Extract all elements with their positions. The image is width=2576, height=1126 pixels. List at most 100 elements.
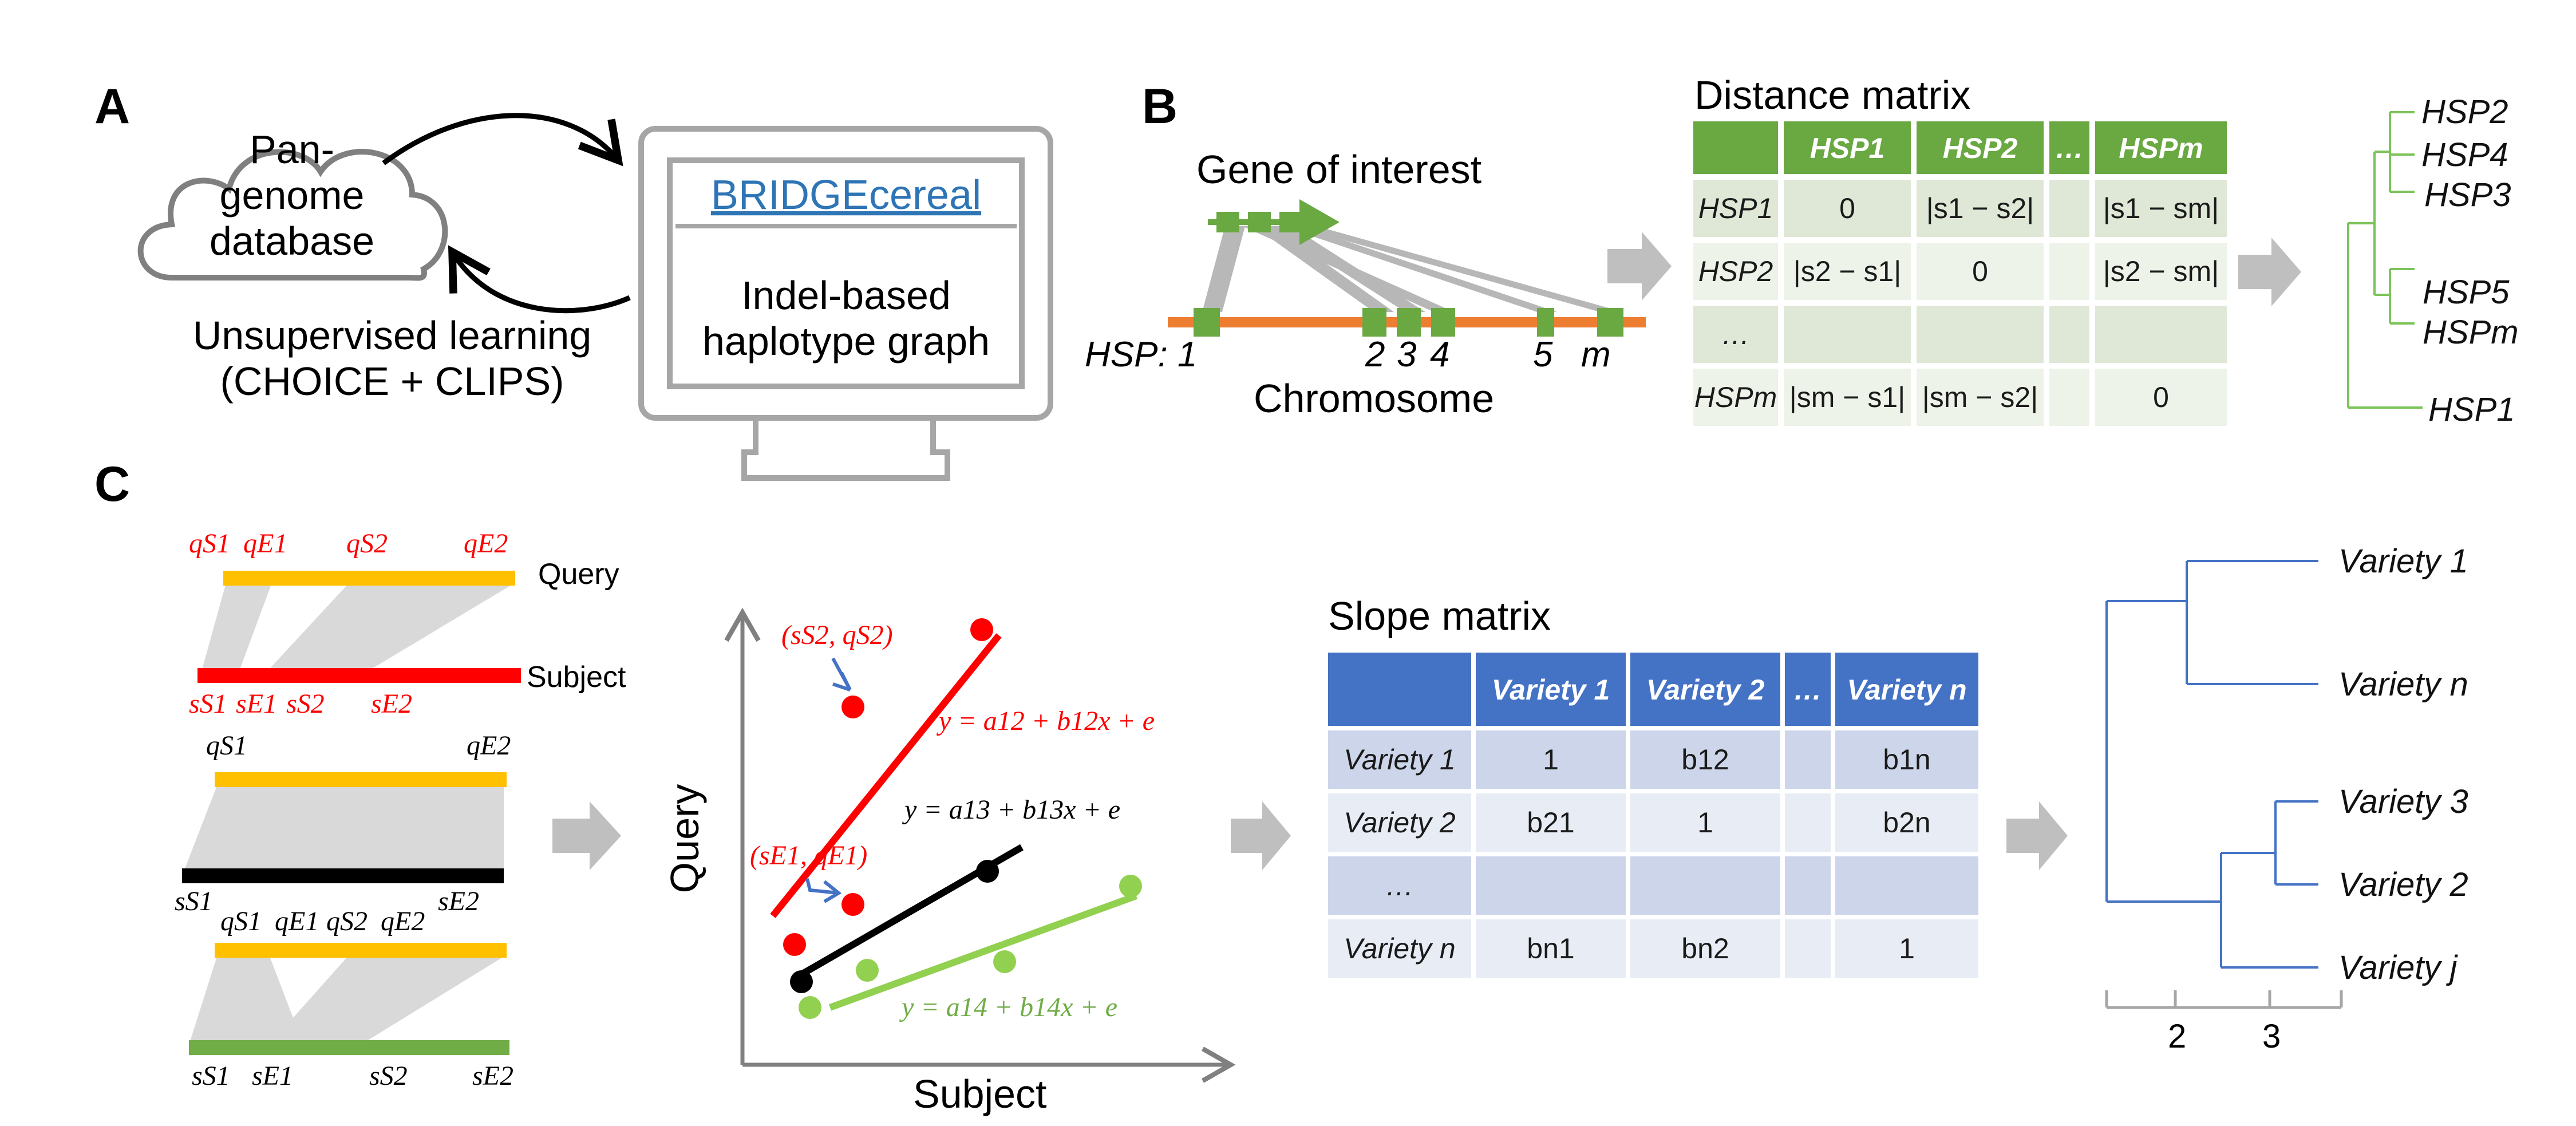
hsp-prefix-label: HSP: 1 (1085, 335, 1197, 374)
distance-matrix-cell (1784, 369, 1911, 426)
learning-text-line-2: (CHOICE + CLIPS) (220, 359, 564, 404)
hsp-box (1362, 308, 1386, 337)
al3-se2: sE2 (472, 1061, 513, 1091)
distance-matrix-cell (1917, 306, 2044, 363)
regression-line-red (770, 633, 1002, 918)
y-axis-label: Query (662, 784, 707, 894)
distance-matrix-cell (2049, 306, 2089, 363)
slope-matrix-cell (1785, 919, 1831, 978)
slope-matrix-cell-text: Variety n (1344, 933, 1455, 965)
monitor-icon (638, 126, 1053, 481)
hsp-box (1537, 308, 1554, 337)
data-point-green (856, 959, 879, 982)
hsp-tree-leaf: HSP2 (2421, 93, 2508, 131)
regression-plot: Subject Query (sS2, qS2) (sE1, qE1) y = … (662, 607, 1236, 1116)
data-point-red (841, 696, 864, 718)
hsp-tree-leaf: HSP4 (2421, 136, 2508, 173)
distance-matrix-cell (2095, 306, 2227, 363)
distance-matrix-cell (1693, 306, 1778, 363)
slope-matrix-cell (1630, 856, 1780, 915)
distance-matrix-cell-text: |sm − s1| (1789, 381, 1905, 413)
slope-matrix-header-cell (1835, 653, 1978, 726)
data-point-red (970, 618, 993, 641)
slope-matrix-cell (1835, 793, 1978, 852)
al1-ss2: sS2 (286, 689, 325, 719)
distance-matrix-cell-text: HSP1 (1698, 192, 1773, 224)
panel-b-label: B (1142, 79, 1178, 134)
slope-matrix-cell-text: 1 (1543, 744, 1559, 776)
panel-a: A Pan- genome database Unsupervised lear… (94, 79, 1053, 481)
cloud-text-line-3: database (210, 219, 374, 263)
exon-box (1216, 212, 1239, 232)
al1-qs2: qS2 (346, 528, 388, 559)
al1-se2: sE2 (371, 689, 412, 719)
al2-se2: sE2 (438, 886, 479, 916)
data-point-red (841, 893, 864, 916)
learning-text-line-1: Unsupervised learning (193, 313, 592, 358)
panel-c-label: C (94, 457, 130, 512)
slope-matrix-cell (1785, 730, 1831, 789)
hsp-tree (2347, 111, 2423, 409)
x-axis-label: Subject (913, 1072, 1046, 1116)
screen-text-line-1: Indel-based (741, 273, 951, 318)
dendrogram-leaf: Variety n (2338, 666, 2468, 703)
slope-matrix-header-cell (1630, 653, 1780, 726)
data-point-green (1119, 875, 1142, 898)
regression-line-green (828, 892, 1138, 1011)
distance-matrix-cell-text: |s2 − sm| (2103, 255, 2219, 287)
chromosome-label: Chromosome (1254, 376, 1494, 421)
hsp-tree-leaf: HSPm (2423, 314, 2519, 351)
scale-tick-3: 3 (2262, 1018, 2281, 1055)
slope-matrix-header-label: Variety 2 (1646, 674, 1765, 706)
slope-matrix-cell-text: 1 (1899, 933, 1915, 965)
distance-matrix-cell-text: 0 (1972, 255, 1988, 287)
screen-text-line-2: haplotype graph (702, 319, 990, 364)
hsp-box (1194, 308, 1220, 337)
distance-matrix-cell (2049, 243, 2089, 300)
distance-matrix-header-cell (2095, 121, 2227, 174)
al1-qe2: qE2 (464, 528, 508, 559)
al3-qs2: qS2 (326, 906, 368, 937)
distance-matrix-cell (2049, 180, 2089, 237)
alignment-3: qS1 qE1 qS2 qE2 sS1 sE1 sS2 sE2 (189, 906, 513, 1091)
hsp-number: 5 (1533, 335, 1553, 374)
distance-matrix-title: Distance matrix (1694, 73, 1970, 117)
hsp-tree-leaf: HSP1 (2428, 391, 2515, 428)
equation-red: y = a12 + b12x + e (936, 706, 1155, 736)
slope-matrix-cell-text: Variety 2 (1344, 807, 1456, 839)
distance-matrix-cell (1693, 180, 1778, 237)
scale-tick-2: 2 (2168, 1018, 2186, 1055)
slope-matrix-cell (1476, 793, 1626, 852)
slope-matrix-cell (1835, 730, 1978, 789)
distance-matrix-cell (1917, 369, 2044, 426)
slope-matrix-header-label: … (1793, 674, 1822, 706)
slope-matrix-cell-text: 1 (1697, 807, 1713, 839)
distance-matrix-header-cell (2049, 121, 2089, 174)
slope-matrix-header-cell (1476, 653, 1626, 726)
annotation-pointer-icon (831, 657, 852, 692)
alignment-2: qS1 qE2 sS1 sE2 (175, 730, 511, 916)
distance-matrix-cell-text: |s2 − s1| (1793, 255, 1902, 287)
arrow-to-app-icon (382, 113, 623, 167)
distance-matrix-cell (1917, 180, 2044, 237)
distance-matrix-header-cell (1917, 121, 2044, 174)
dendrogram-leaves: Variety 1 Variety n Variety 3 Variety 2 Vari… (2338, 543, 2468, 986)
panel-c: C qS1 qE1 qS2 qE2 Query Subject sS1 sE1 … (94, 457, 2468, 1116)
annotation-se1-qe1: (sE1, qE1) (750, 840, 867, 871)
al3-qe1: qE1 (275, 906, 319, 937)
distance-matrix-cell (2095, 243, 2227, 300)
dendrogram-leaf: Variety 1 (2338, 543, 2468, 580)
slope-matrix-header-cell (1785, 653, 1831, 726)
alignment-1: qS1 qE1 qS2 qE2 Query Subject sS1 sE1 sS… (189, 528, 626, 719)
slope-matrix-cell (1785, 793, 1831, 852)
al1-qe1: qE1 (243, 528, 287, 559)
slope-matrix-cell-text: b2n (1883, 807, 1930, 839)
exon-box (1279, 212, 1302, 232)
slope-matrix-cell (1785, 856, 1831, 915)
query-label: Query (538, 558, 619, 591)
al2-ss1: sS1 (175, 886, 213, 916)
distance-matrix-cell (1917, 243, 2044, 300)
annotation-pointer-icon (805, 878, 842, 903)
slope-matrix-title: Slope matrix (1328, 594, 1551, 638)
distance-matrix-header-label: HSP1 (1810, 132, 1885, 164)
